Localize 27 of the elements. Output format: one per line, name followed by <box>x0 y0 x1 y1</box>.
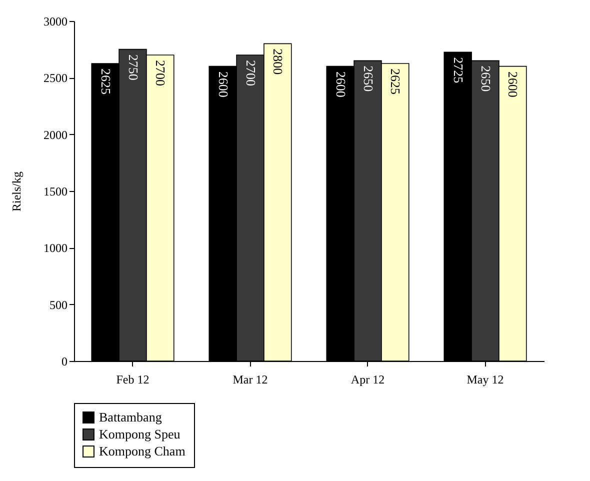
y-tick-label: 2000 <box>44 128 68 142</box>
y-tick-label: 500 <box>50 298 68 312</box>
data-label: 2600 <box>333 71 348 98</box>
legend-label: Kompong Cham <box>99 444 186 458</box>
data-label: 2650 <box>478 66 494 92</box>
x-tick-label: Feb 12 <box>116 372 150 386</box>
x-tick-label: Mar 12 <box>232 372 268 386</box>
y-tick-label: 3000 <box>44 14 68 28</box>
data-label: 2600 <box>506 71 521 98</box>
y-tick-label: 0 <box>62 354 68 368</box>
x-tick-label: Apr 12 <box>350 372 385 386</box>
data-label: 2700 <box>153 60 168 86</box>
data-label: 2625 <box>98 68 114 94</box>
legend-label: Battambang <box>99 410 162 424</box>
data-label: 2700 <box>243 60 258 86</box>
data-label: 2750 <box>126 54 141 80</box>
data-label: 2650 <box>360 66 376 92</box>
data-label: 2625 <box>388 68 404 94</box>
data-label: 2600 <box>216 71 231 98</box>
legend-label: Kompong Speu <box>99 426 181 442</box>
y-tick-label: 1000 <box>44 241 68 256</box>
y-tick-label: 2500 <box>44 71 68 86</box>
data-label: 2725 <box>450 57 466 84</box>
y-tick-label: 1500 <box>44 184 68 198</box>
x-tick-label: May 12 <box>466 372 504 386</box>
data-label: 2800 <box>270 48 286 75</box>
y-axis-title: Riels/kg <box>10 171 24 212</box>
